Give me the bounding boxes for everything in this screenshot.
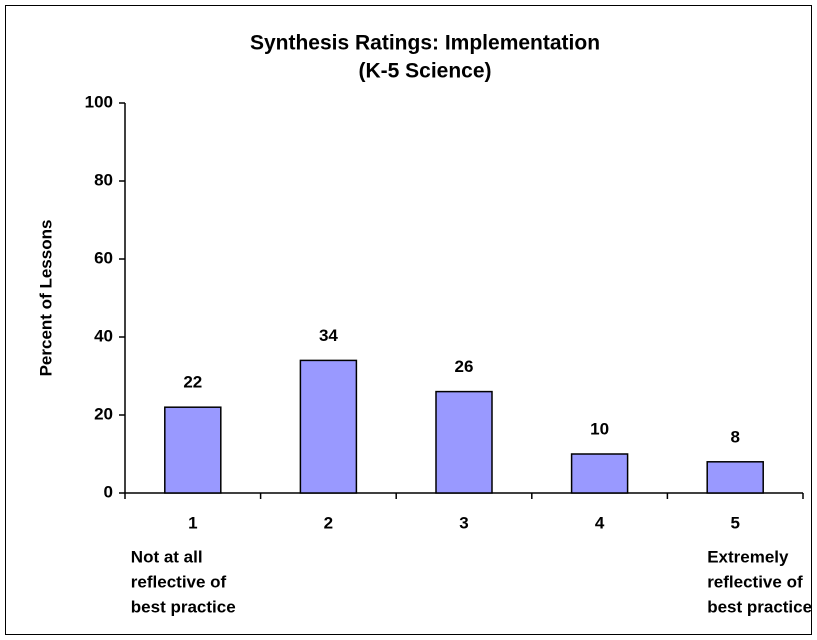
data-label: 8 [730,427,739,446]
y-tick-label: 60 [94,248,113,267]
data-label: 26 [455,357,474,376]
bar [164,406,222,494]
y-tick-label: 40 [94,326,113,345]
y-tick-label: 20 [94,404,113,423]
chart-frame [5,5,812,635]
bar [570,453,629,494]
data-label: 22 [183,373,202,392]
data-label: 34 [319,326,338,345]
bar [299,359,358,494]
x-tick-label: 1 [188,513,197,532]
annotation: best practice [131,597,236,616]
x-tick-label: 4 [595,513,605,532]
data-label: 10 [590,419,609,438]
x-tick-label: 5 [730,513,739,532]
y-axis-label: Percent of Lessons [36,220,55,377]
annotation: reflective of [131,572,227,591]
y-tick-label: 80 [94,170,113,189]
annotation: Extremely [707,547,789,566]
bar [435,390,493,494]
annotation: reflective of [707,572,803,591]
x-tick-label: 2 [324,513,333,532]
annotation: Not at all [131,547,203,566]
y-tick-label: 0 [104,482,113,501]
bar [706,461,764,494]
x-tick-label: 3 [459,513,468,532]
chart-title: (K-5 Science) [358,60,491,83]
annotation: best practice [707,597,812,616]
chart-title: Synthesis Ratings: Implementation [250,32,600,55]
y-tick-label: 100 [85,92,113,111]
